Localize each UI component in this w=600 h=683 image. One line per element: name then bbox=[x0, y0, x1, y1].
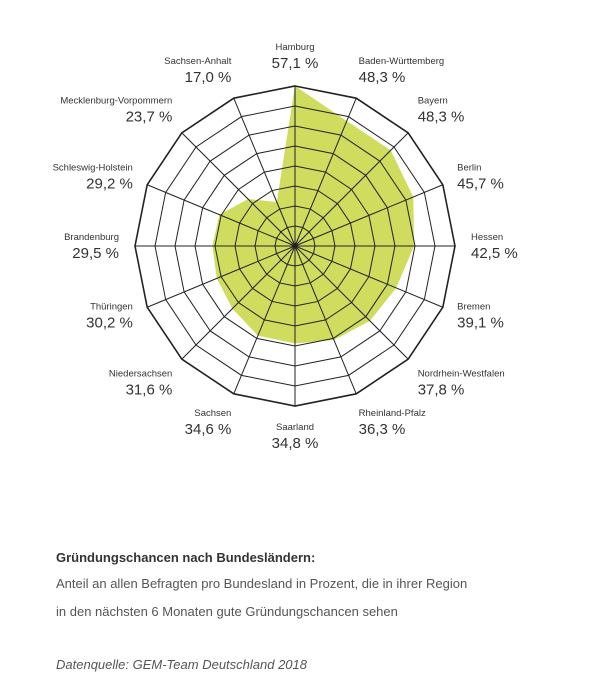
state-value-label: 29,2 % bbox=[86, 175, 133, 192]
state-value-label: 42,5 % bbox=[471, 245, 518, 262]
state-label: Thüringen bbox=[90, 302, 133, 313]
state-value-label: 31,6 % bbox=[126, 382, 173, 399]
state-label: Baden-Württemberg bbox=[359, 56, 445, 67]
state-value-label: 17,0 % bbox=[185, 69, 232, 86]
state-value-label: 23,7 % bbox=[126, 108, 173, 125]
data-source: Datenquelle: GEM-Team Deutschland 2018 bbox=[56, 657, 307, 672]
state-label: Sachsen-Anhalt bbox=[164, 56, 231, 67]
state-value-label: 39,1 % bbox=[457, 315, 504, 332]
state-value-label: 45,7 % bbox=[457, 175, 504, 192]
state-label: Nordrhein-Westfalen bbox=[418, 369, 505, 380]
grid-spoke bbox=[146, 184, 296, 247]
state-label: Berlin bbox=[457, 162, 481, 173]
grid-spoke bbox=[181, 245, 296, 360]
state-label: Bayern bbox=[418, 95, 448, 106]
grid-spoke bbox=[233, 97, 296, 247]
state-label: Saarland bbox=[276, 422, 314, 433]
state-value-label: 57,1 % bbox=[272, 55, 319, 72]
grid-spoke bbox=[294, 245, 409, 360]
state-value-label: 34,6 % bbox=[185, 421, 232, 438]
grid-spoke bbox=[294, 184, 444, 247]
state-value-label: 36,3 % bbox=[359, 421, 406, 438]
caption-description-line-1: Anteil an allen Befragten pro Bundesland… bbox=[56, 576, 468, 591]
state-value-label: 30,2 % bbox=[86, 315, 133, 332]
state-value-label: 34,8 % bbox=[272, 435, 319, 452]
grid-spoke bbox=[146, 245, 296, 308]
caption-description-line-2: in den nächsten 6 Monaten gute Gründungs… bbox=[56, 604, 398, 619]
state-label: Brandenburg bbox=[64, 232, 119, 243]
state-value-label: 37,8 % bbox=[418, 382, 465, 399]
grid-spoke bbox=[294, 132, 409, 247]
grid-spoke bbox=[294, 245, 444, 308]
state-label: Hamburg bbox=[275, 42, 314, 53]
caption-title: Gründungschancen nach Bundesländern: bbox=[56, 550, 316, 565]
state-value-label: 48,3 % bbox=[418, 108, 465, 125]
state-label: Schleswig-Holstein bbox=[53, 162, 133, 173]
state-label: Sachsen bbox=[194, 408, 231, 419]
grid-spoke bbox=[233, 245, 296, 395]
state-label: Niedersachsen bbox=[109, 369, 172, 380]
radar-chart: Hamburg 57,1 % Baden-Württemberg 48,3 % Baye… bbox=[53, 42, 518, 452]
state-label: Hessen bbox=[471, 232, 503, 243]
state-value-label: 48,3 % bbox=[359, 69, 406, 86]
state-value-label: 29,5 % bbox=[72, 245, 119, 262]
state-label: Mecklenburg-Vorpommern bbox=[60, 95, 172, 106]
grid-spoke bbox=[294, 245, 357, 395]
grid-spoke bbox=[294, 97, 357, 247]
state-label: Rheinland-Pfalz bbox=[359, 408, 426, 419]
grid-spoke bbox=[181, 132, 296, 247]
state-label: Bremen bbox=[457, 302, 490, 313]
